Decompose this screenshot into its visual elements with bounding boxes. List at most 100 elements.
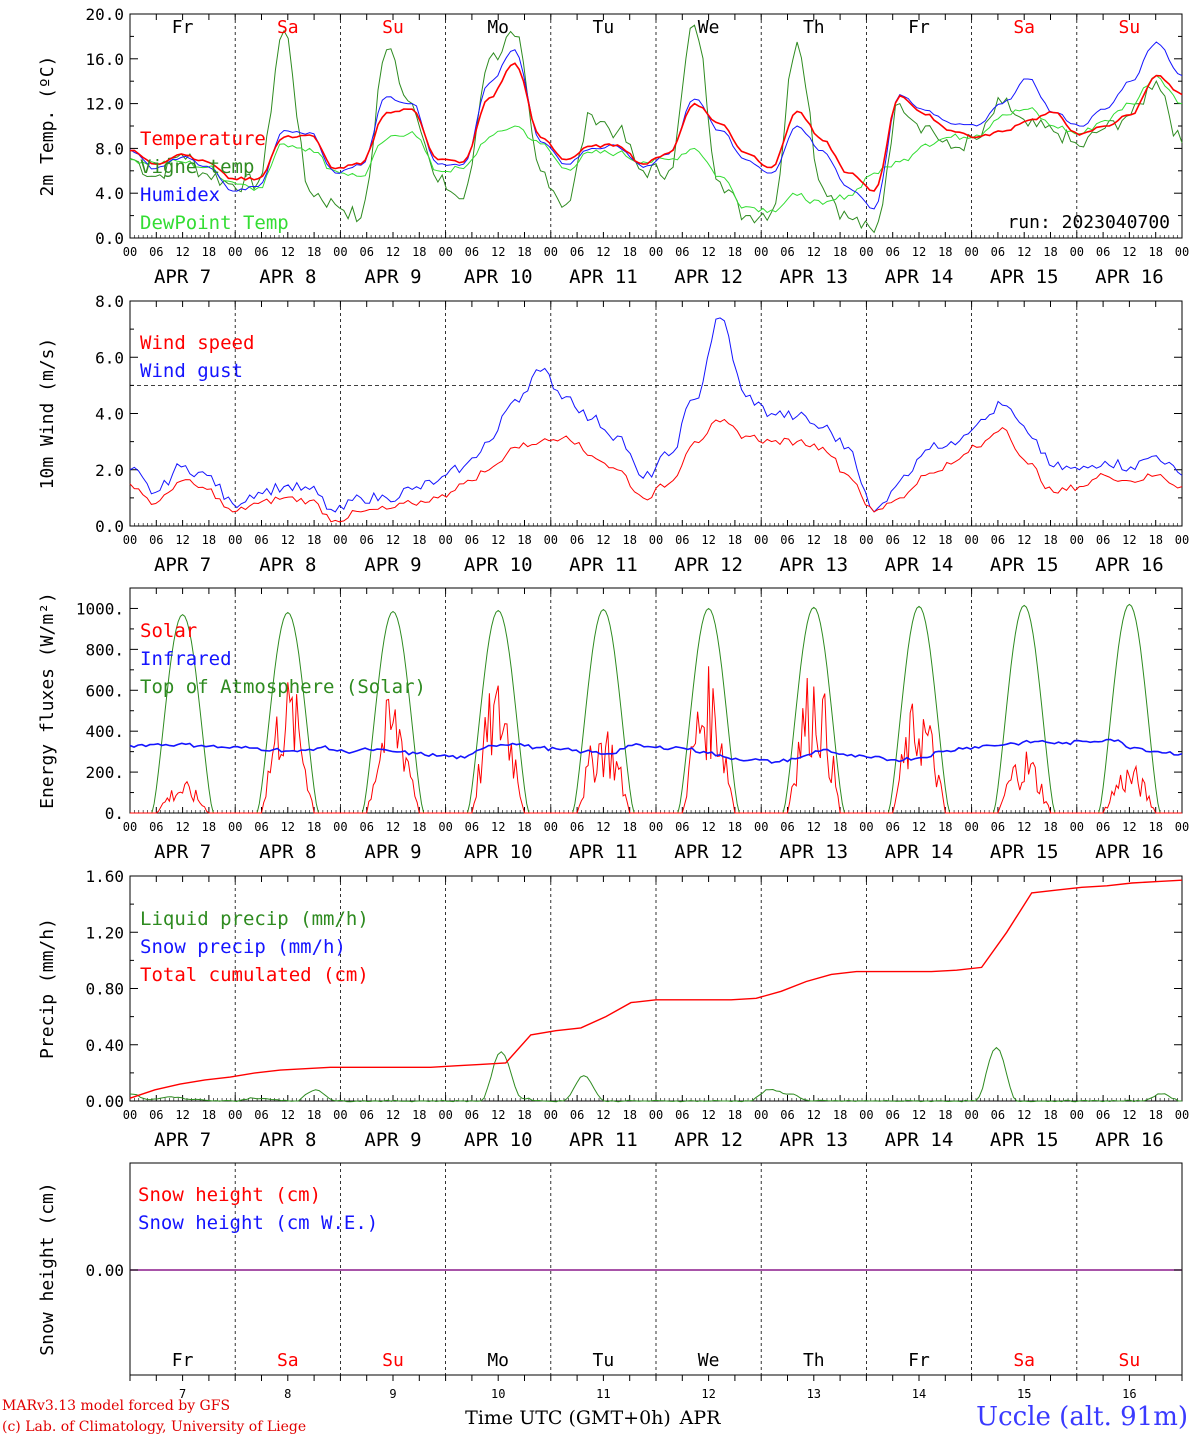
x-date-label: APR 9 xyxy=(364,554,421,576)
x-hour-label: 12 xyxy=(912,533,926,547)
x-date-label: APR 16 xyxy=(1095,841,1164,863)
day-name-label: Tu xyxy=(593,1350,615,1371)
station-name: Uccle (alt. 91m) xyxy=(976,1402,1188,1432)
x-hour-label: 18 xyxy=(938,245,952,259)
x-hour-label: 18 xyxy=(517,245,531,259)
x-hour-label: 12 xyxy=(281,533,295,547)
x-hour-label: 18 xyxy=(307,533,321,547)
x-hour-label: 00 xyxy=(649,1108,663,1122)
x-hour-label: 18 xyxy=(622,533,636,547)
x-hour-label: 06 xyxy=(991,820,1005,834)
x-hour-label: 12 xyxy=(701,820,715,834)
x-hour-label: 00 xyxy=(859,820,873,834)
day-name-label: Mo xyxy=(487,1350,509,1371)
x-hour-label: 00 xyxy=(1070,533,1084,547)
x-hour-label: 12 xyxy=(175,820,189,834)
x-hour-label: 00 xyxy=(228,533,242,547)
x-hour-label: 12 xyxy=(912,820,926,834)
legend-entry: Wind gust xyxy=(140,360,243,382)
x-hour-label: 06 xyxy=(254,533,268,547)
x-date-label: APR 7 xyxy=(154,841,211,863)
day-name-label: Th xyxy=(803,17,825,38)
x-hour-label: 12 xyxy=(912,245,926,259)
legend-entry: Wind speed xyxy=(140,332,254,354)
x-hour-label: 12 xyxy=(1122,533,1136,547)
x-hour-label: 12 xyxy=(807,533,821,547)
x-date-label: APR 11 xyxy=(569,841,638,863)
series-line-humidex xyxy=(129,41,1183,210)
x-day-number: 16 xyxy=(1122,1387,1136,1401)
x-hour-label: 06 xyxy=(254,245,268,259)
day-name-label: Sa xyxy=(277,1350,299,1371)
x-hour-label: 12 xyxy=(491,533,505,547)
y-tick-label: 1000. xyxy=(76,599,124,618)
y-tick-label: 800. xyxy=(85,640,124,659)
x-hour-label: 06 xyxy=(149,1108,163,1122)
x-date-label: APR 13 xyxy=(779,266,848,288)
x-hour-label: 12 xyxy=(386,533,400,547)
x-date-label: APR 12 xyxy=(674,266,743,288)
x-date-label: APR 14 xyxy=(885,841,954,863)
x-date-label: APR 12 xyxy=(674,554,743,576)
panel-1: 0.0 4.0 8.0 12.0 16.0 20.0 00 06 12 18 00 06 12 18 00 0… xyxy=(37,5,1189,288)
day-name-label: Su xyxy=(1119,17,1141,38)
x-hour-label: 18 xyxy=(1043,1108,1057,1122)
series-line-total-cumulated xyxy=(129,879,1183,1099)
x-hour-label: 06 xyxy=(991,1108,1005,1122)
x-date-label: APR 11 xyxy=(569,554,638,576)
x-hour-label: 18 xyxy=(622,245,636,259)
day-name-label: Fr xyxy=(908,17,930,38)
x-date-label: APR 16 xyxy=(1095,554,1164,576)
run-label: run: 2023040700 xyxy=(1007,212,1170,233)
x-hour-label: 00 xyxy=(859,533,873,547)
x-hour-label: 12 xyxy=(701,245,715,259)
x-hour-label: 06 xyxy=(254,820,268,834)
x-day-number: 13 xyxy=(807,1387,821,1401)
x-hour-label: 12 xyxy=(386,245,400,259)
y-tick-label: 2.0 xyxy=(95,461,124,480)
x-hour-label: 06 xyxy=(465,820,479,834)
x-hour-label: 06 xyxy=(885,820,899,834)
x-date-label: APR 8 xyxy=(259,554,316,576)
y-tick-label: 12.0 xyxy=(85,95,124,114)
x-hour-label: 06 xyxy=(675,533,689,547)
x-day-number: 14 xyxy=(912,1387,926,1401)
x-hour-label: 06 xyxy=(780,820,794,834)
day-name-label: Fr xyxy=(908,1350,930,1371)
day-name-label: Th xyxy=(803,1350,825,1371)
x-hour-label: 00 xyxy=(1175,533,1189,547)
x-hour-label: 18 xyxy=(1148,820,1162,834)
y-tick-label: 8.0 xyxy=(95,139,124,158)
legend-entry: Liquid precip (mm/h) xyxy=(140,908,369,930)
x-date-label: APR 9 xyxy=(364,841,421,863)
x-date-label: APR 9 xyxy=(364,266,421,288)
x-date-label: APR 7 xyxy=(154,554,211,576)
x-hour-label: 18 xyxy=(938,820,952,834)
legend-entry: Total cumulated (cm) xyxy=(140,964,369,986)
x-hour-label: 00 xyxy=(333,1108,347,1122)
x-hour-label: 12 xyxy=(912,1108,926,1122)
x-hour-label: 06 xyxy=(885,1108,899,1122)
x-hour-label: 18 xyxy=(728,1108,742,1122)
y-tick-label: 1.20 xyxy=(85,923,124,942)
x-day-number: 7 xyxy=(179,1387,186,1401)
day-name-label: Sa xyxy=(277,17,299,38)
x-hour-label: 12 xyxy=(1017,533,1031,547)
x-hour-label: 06 xyxy=(570,1108,584,1122)
day-name-label: Su xyxy=(382,17,404,38)
x-hour-label: 00 xyxy=(754,820,768,834)
day-name-label: Su xyxy=(1119,1350,1141,1371)
x-date-label: APR 10 xyxy=(464,841,533,863)
x-hour-label: 12 xyxy=(491,1108,505,1122)
day-name-label: Su xyxy=(382,1350,404,1371)
x-date-label: APR 12 xyxy=(674,1129,743,1151)
x-hour-label: 12 xyxy=(596,245,610,259)
x-hour-label: 12 xyxy=(807,1108,821,1122)
x-hour-label: 06 xyxy=(885,245,899,259)
x-hour-label: 12 xyxy=(701,533,715,547)
x-hour-label: 18 xyxy=(1043,245,1057,259)
y-tick-label: 8.0 xyxy=(95,292,124,311)
series-line-liquid-precip xyxy=(129,1046,1182,1103)
x-hour-label: 06 xyxy=(1096,820,1110,834)
